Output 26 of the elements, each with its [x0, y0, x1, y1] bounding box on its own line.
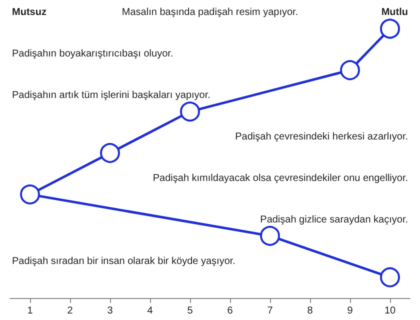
y-tick-label: Padişahın boyakarıştırıcıbaşı oluyor. — [12, 48, 174, 60]
x-tick-label: 2 — [67, 306, 74, 316]
point — [20, 184, 40, 204]
y-tick-label: Padişah gizlice saraydan kaçıyor. — [260, 214, 408, 226]
x-tick-label: 5 — [187, 306, 194, 316]
y-tick-label: Padişahın artık tüm işlerini başkaları yapıyor. — [12, 90, 210, 102]
x-tick-label: 6 — [227, 306, 234, 316]
x-tick-label: 7 — [267, 306, 274, 316]
x-tick-label: 4 — [147, 306, 154, 316]
x-tick-label: 1 — [27, 306, 34, 316]
point — [380, 267, 400, 288]
y-tick-label: Padişah çevresindeki herkesi azarlıyor. — [235, 132, 408, 142]
x-tick-label: 9 — [347, 306, 354, 316]
point — [340, 60, 360, 80]
y-tick-label: Padişah sıradan bir insan olarak bir köyde yaşıyor. — [12, 256, 236, 267]
y-tick-label: Padişah kımıldayacak olsa çevresindekiler onu engelliyor. — [152, 172, 408, 184]
annotation: Mutlu — [381, 7, 408, 18]
point — [180, 102, 200, 122]
x-tick-label: 3 — [107, 306, 114, 316]
point — [260, 226, 280, 246]
point — [380, 18, 400, 39]
x-tick-label: 8 — [307, 306, 314, 316]
y-tick-label: Masalın başında padişah resim yapıyor. — [122, 7, 298, 18]
annotation: Mutsuz — [12, 7, 46, 18]
point — [100, 143, 120, 163]
x-tick-label: 10 — [384, 306, 396, 316]
